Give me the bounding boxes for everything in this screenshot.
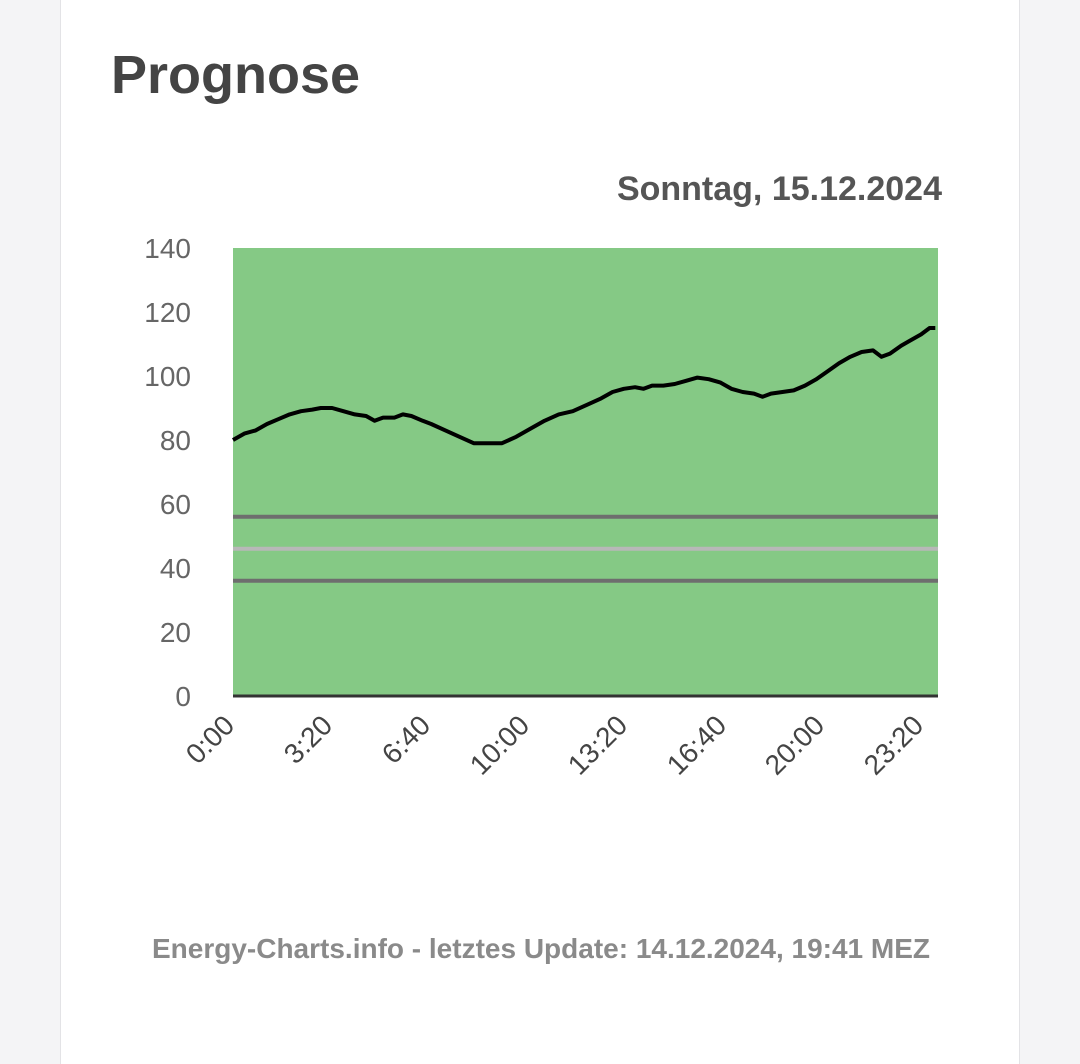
y-tick-label: 20 [160,617,191,648]
x-tick-label: 23:20 [858,709,929,780]
x-tick-label: 10:00 [464,709,535,780]
x-tick-label: 6:40 [376,709,436,769]
series-line [232,326,936,446]
y-tick-label: 140 [144,233,191,264]
chart-date: Sonntag, 15.12.2024 [616,170,942,208]
x-tick-label: 0:00 [180,709,240,769]
y-tick-label: 120 [144,297,191,328]
footer-source: Energy-Charts.info - letztes Update: 14.… [151,933,931,964]
y-tick-label: 0 [175,681,191,712]
x-tick-label: 3:20 [278,709,338,769]
y-tick-label: 80 [160,425,191,456]
x-tick-label: 20:00 [759,709,830,780]
y-tick-label: 100 [144,361,191,392]
y-tick-label: 40 [160,553,191,584]
x-tick-labels: 0:00 3:20 6:40 10:00 13:20 16:40 20:00 23:20 [180,709,929,780]
x-tick-label: 13:20 [562,709,633,780]
y-tick-labels: 0 20 40 60 80 100 120 140 [144,233,191,712]
y-tick-label: 60 [160,489,191,520]
card-title: Prognose [111,45,361,105]
reference-lines [233,514,938,583]
x-tick-label: 16:40 [661,709,732,780]
plot-area [233,248,938,696]
